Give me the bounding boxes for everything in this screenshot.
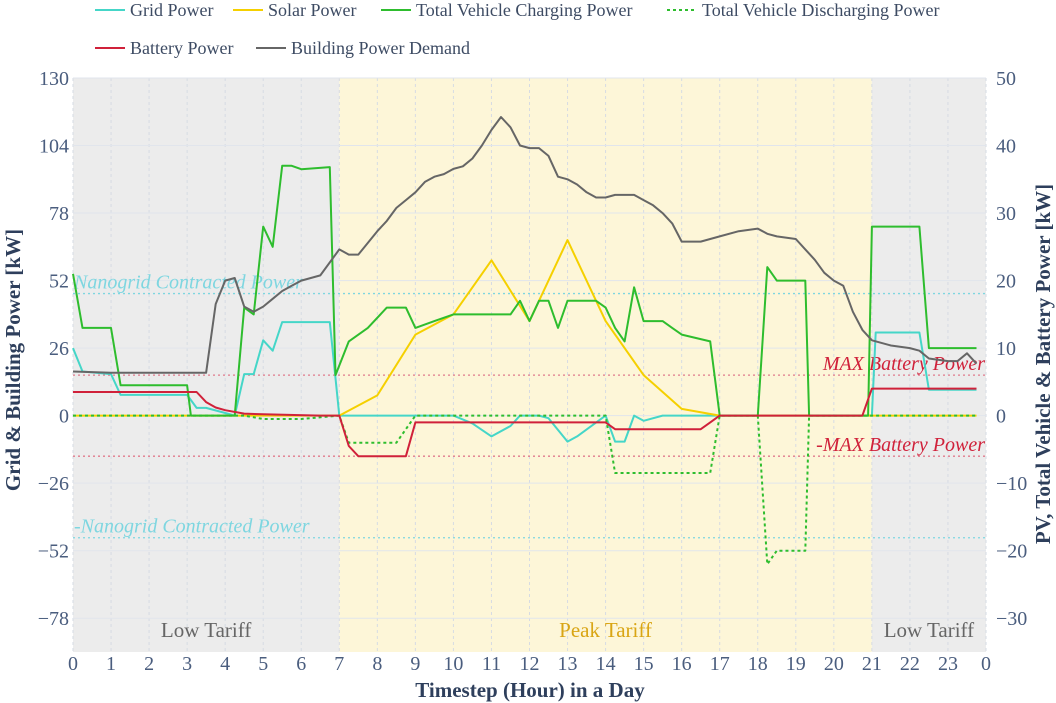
legend-label-discharging: Total Vehicle Discharging Power xyxy=(702,0,940,20)
series-line-charging xyxy=(72,164,977,417)
y-right-tick-label: −30 xyxy=(996,608,1027,630)
y-right-tick-label: −20 xyxy=(996,541,1027,563)
series-line-building xyxy=(72,116,978,374)
reference-label-3: -MAX Battery Power xyxy=(816,434,985,456)
legend-item-discharging: Total Vehicle Discharging Power xyxy=(667,0,940,20)
x-tick-label: 2 xyxy=(144,653,154,675)
x-axis-title: Timestep (Hour) in a Day xyxy=(415,678,645,702)
x-tick-label: 23 xyxy=(938,653,958,675)
y-axis-right-title: PV, Total Vehicle & Battery Power [kW] xyxy=(1031,184,1055,544)
x-tick-label: 13 xyxy=(558,653,578,675)
x-tick-label: 1 xyxy=(106,653,116,675)
y-left-tick-label: −78 xyxy=(38,608,69,630)
legend-item-solar: Solar Power xyxy=(233,0,357,20)
y-left-tick-label: 26 xyxy=(49,338,69,360)
x-tick-label: 9 xyxy=(410,653,420,675)
tariff-band-2 xyxy=(871,78,986,652)
x-tick-label: 3 xyxy=(182,653,192,675)
x-tick-label: 15 xyxy=(634,653,654,675)
y-left-tick-label: 0 xyxy=(59,406,69,428)
x-tick-label: 7 xyxy=(334,653,344,675)
legend-item-grid: Grid Power xyxy=(95,0,214,20)
legend-label-charging: Total Vehicle Charging Power xyxy=(416,0,633,20)
reference-lines: Nanogrid Contracted Power -Nanogrid Contr… xyxy=(73,272,986,539)
tariff-bands xyxy=(73,78,986,652)
tariff-band-1 xyxy=(339,78,872,652)
tariff-band-label-1: Peak Tariff xyxy=(559,618,652,642)
y-left-tick-label: 130 xyxy=(39,68,69,90)
y-axis-left-title: Grid & Building Power [kW] xyxy=(1,229,25,491)
x-tick-label: 22 xyxy=(900,653,920,675)
tariff-band-label-0: Low Tariff xyxy=(161,618,251,642)
x-tick-label: 16 xyxy=(672,653,692,675)
series-line-battery xyxy=(73,387,977,458)
x-tick-label: 21 xyxy=(862,653,882,675)
y-right-tick-label: 10 xyxy=(996,338,1016,360)
x-tick-label: 18 xyxy=(748,653,768,675)
y-right-tick-label: 50 xyxy=(996,68,1016,90)
y-right-tick-label: 20 xyxy=(996,271,1016,293)
y-right-tick-label: 30 xyxy=(996,203,1016,225)
x-tick-label: 4 xyxy=(220,653,230,675)
legend-label-grid: Grid Power xyxy=(130,0,214,20)
y-left-tick-label: −26 xyxy=(38,473,69,495)
y-left-tick-label: 52 xyxy=(49,271,69,293)
y-right-tick-label: 0 xyxy=(996,406,1006,428)
legend-label-solar: Solar Power xyxy=(268,0,357,20)
x-tick-label: 6 xyxy=(296,653,306,675)
series-line-discharging xyxy=(73,414,977,566)
legend-item-building: Building Power Demand xyxy=(256,38,470,58)
axis-ticks: 0 1 2 3 4 5 6 7 8 9 10 11 12 13 14 15 16 17 18 19 20 21 22 23 01… xyxy=(38,68,1028,675)
x-tick-label: 17 xyxy=(710,653,730,675)
x-tick-label: 14 xyxy=(596,653,616,675)
legend-item-battery: Battery Power xyxy=(95,38,233,58)
x-tick-label: 12 xyxy=(520,653,540,675)
tariff-band-label-2: Low Tariff xyxy=(884,618,974,642)
y-left-tick-label: −52 xyxy=(38,541,69,563)
reference-label-1: -Nanogrid Contracted Power xyxy=(74,516,310,538)
x-tick-label: 20 xyxy=(824,653,844,675)
reference-label-0: Nanogrid Contracted Power xyxy=(73,272,303,294)
y-left-tick-label: 78 xyxy=(49,203,69,225)
x-tick-label: 0 xyxy=(981,653,991,675)
tariff-band-0 xyxy=(73,78,340,652)
x-tick-label: 8 xyxy=(372,653,382,675)
reference-label-2: MAX Battery Power xyxy=(822,353,985,375)
x-tick-label: 19 xyxy=(786,653,806,675)
legend-label-building: Building Power Demand xyxy=(291,38,470,58)
x-tick-label: 11 xyxy=(482,653,501,675)
tariff-band-labels: Low Tariff Peak Tariff Low Tariff xyxy=(161,618,974,642)
legend-label-battery: Battery Power xyxy=(130,38,233,58)
series-lines xyxy=(72,116,978,566)
y-right-tick-label: −10 xyxy=(996,473,1027,495)
x-tick-label: 0 xyxy=(68,653,78,675)
legend-item-charging: Total Vehicle Charging Power xyxy=(381,0,633,20)
x-tick-label: 10 xyxy=(443,653,463,675)
y-right-tick-label: 40 xyxy=(996,136,1016,158)
legend: Grid Power Solar Power Total Vehicle Charg… xyxy=(95,0,940,58)
x-tick-label: 5 xyxy=(258,653,268,675)
y-left-tick-label: 104 xyxy=(39,136,69,158)
